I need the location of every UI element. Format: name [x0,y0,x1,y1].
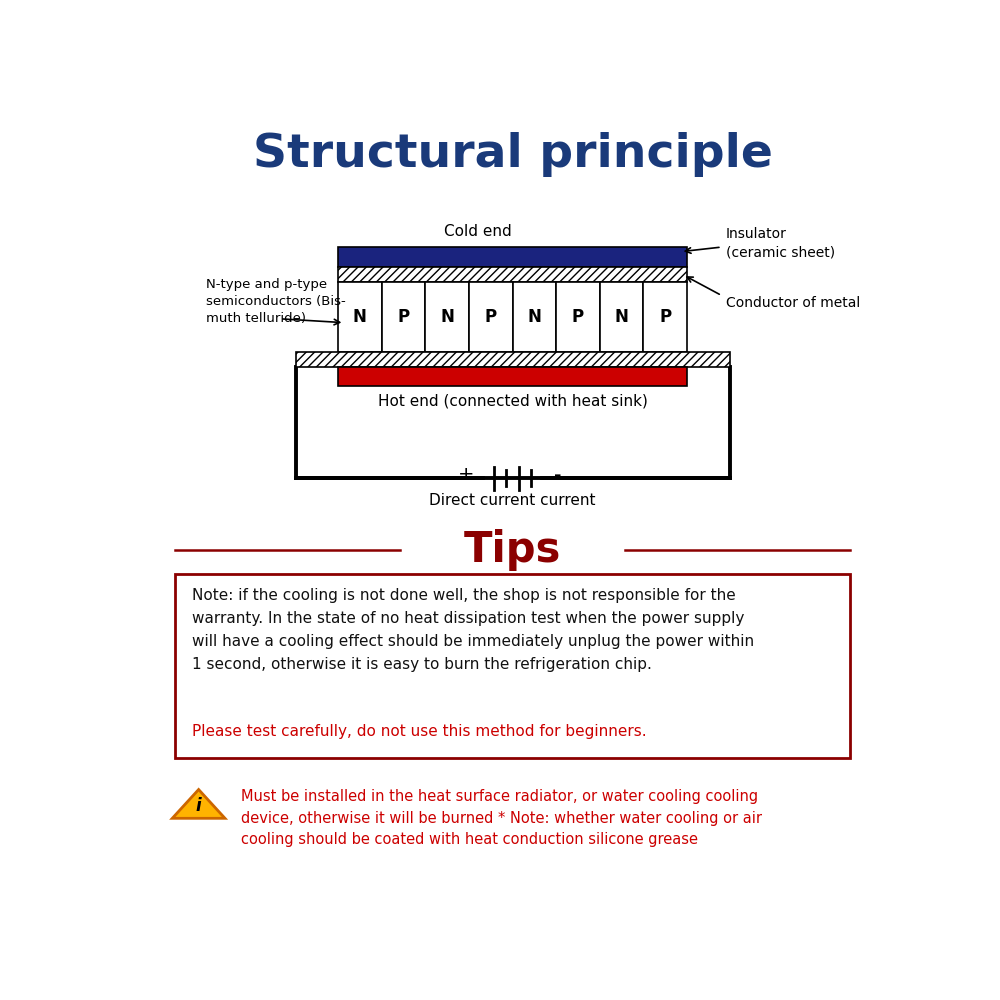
Bar [338,267,687,282]
Bar [382,282,425,352]
Polygon shape [172,790,225,818]
Text: N: N [527,308,541,326]
Text: Please test carefully, do not use this method for beginners.: Please test carefully, do not use this m… [192,724,647,739]
Bar [643,282,687,352]
Text: Hot end (connected with heat sink): Hot end (connected with heat sink) [378,393,647,408]
Text: +: + [458,465,474,484]
Text: N: N [440,308,454,326]
Text: i: i [196,797,202,815]
Text: Insulator
(ceramic sheet): Insulator (ceramic sheet) [726,227,835,259]
Bar [338,367,687,386]
Text: P: P [659,308,671,326]
Bar [600,282,643,352]
Text: Tips: Tips [464,529,561,571]
Bar [338,247,687,267]
Text: N: N [353,308,367,326]
Text: P: P [485,308,497,326]
Bar [469,282,512,352]
Bar [338,282,382,352]
Bar [556,282,600,352]
Text: P: P [572,308,584,326]
Text: Cold end: Cold end [444,224,512,239]
Text: Structural principle: Structural principle [253,132,772,177]
Text: P: P [397,308,410,326]
Bar [425,282,469,352]
Bar [512,282,556,352]
Text: Conductor of metal: Conductor of metal [726,296,860,310]
Bar [175,574,850,758]
Text: Direct current current: Direct current current [429,493,596,508]
Text: Must be installed in the heat surface radiator, or water cooling cooling
device,: Must be installed in the heat surface ra… [241,789,762,847]
Text: N: N [615,308,628,326]
Text: -: - [554,465,561,485]
Text: Note: if the cooling is not done well, the shop is not responsible for the
warra: Note: if the cooling is not done well, t… [192,588,755,672]
Bar [296,352,730,367]
Text: N-type and p-type
semiconductors (Bis-
muth telluride): N-type and p-type semiconductors (Bis- m… [206,278,346,325]
